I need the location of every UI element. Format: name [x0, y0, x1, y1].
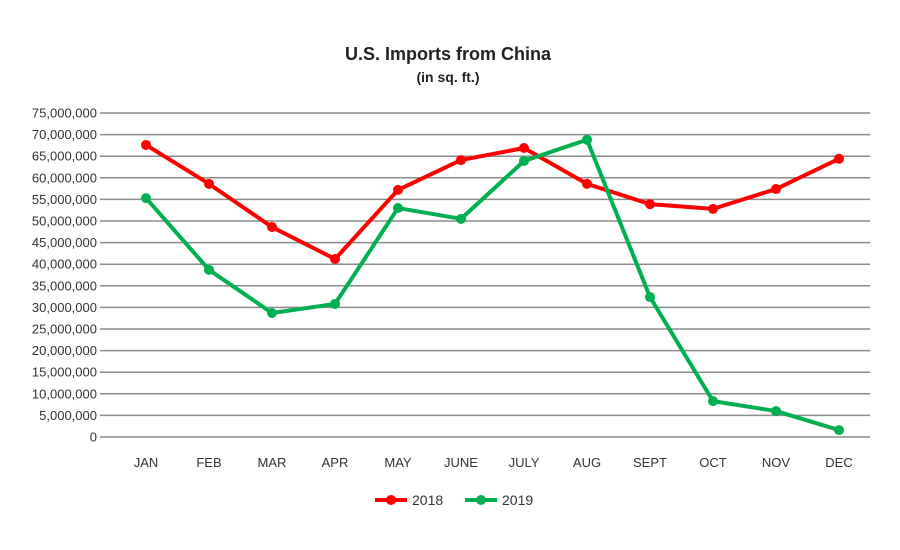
- data-point: [645, 292, 655, 303]
- data-point: [393, 203, 403, 214]
- x-tick-label: OCT: [699, 455, 727, 470]
- data-point: [645, 199, 655, 210]
- series-line: [144, 143, 840, 262]
- data-point: [708, 396, 718, 407]
- y-tick-label: 55,000,000: [32, 192, 97, 207]
- data-point: [771, 406, 781, 417]
- x-tick-label: APR: [322, 455, 349, 470]
- x-tick-label: SEPT: [633, 455, 667, 470]
- y-tick-label: 10,000,000: [32, 386, 97, 401]
- data-point: [393, 184, 403, 195]
- chart-title: U.S. Imports from China: [345, 44, 552, 64]
- x-tick-label: MAY: [384, 455, 412, 470]
- data-point: [708, 203, 718, 214]
- legend-label: 2019: [502, 492, 533, 508]
- data-point: [267, 222, 277, 233]
- data-point: [330, 254, 340, 265]
- legend-marker: [386, 495, 396, 505]
- y-tick-label: 20,000,000: [32, 343, 97, 358]
- y-tick-label: 35,000,000: [32, 278, 97, 293]
- data-point: [834, 425, 844, 436]
- data-point: [141, 193, 151, 204]
- y-tick-label: 5,000,000: [39, 408, 97, 423]
- x-tick-label: JUNE: [444, 455, 478, 470]
- y-tick-label: 40,000,000: [32, 257, 97, 272]
- legend-item-2018: 2018: [375, 492, 443, 508]
- y-tick-label: 25,000,000: [32, 322, 97, 337]
- legend-item-2019: 2019: [465, 492, 533, 508]
- legend-label: 2018: [412, 492, 443, 508]
- chart-subtitle: (in sq. ft.): [417, 69, 480, 85]
- y-tick-label: 75,000,000: [32, 106, 97, 121]
- x-tick-label: JULY: [509, 455, 540, 470]
- x-tick-label: AUG: [573, 455, 601, 470]
- y-tick-label: 65,000,000: [32, 149, 97, 164]
- y-tick-label: 0: [90, 430, 97, 445]
- series-line: [144, 137, 840, 433]
- data-point: [456, 155, 466, 166]
- data-point: [267, 308, 277, 319]
- x-tick-label: MAR: [258, 455, 287, 470]
- data-point: [834, 153, 844, 164]
- data-point: [204, 264, 214, 275]
- series-2018: [141, 139, 844, 265]
- y-tick-label: 45,000,000: [32, 235, 97, 250]
- x-tick-label: FEB: [196, 455, 221, 470]
- data-point: [330, 298, 340, 309]
- data-point: [771, 184, 781, 195]
- y-tick-label: 50,000,000: [32, 214, 97, 229]
- legend-marker: [476, 495, 486, 505]
- x-tick-label: JAN: [134, 455, 159, 470]
- data-point: [582, 134, 592, 145]
- y-tick-label: 15,000,000: [32, 365, 97, 380]
- data-point: [456, 213, 466, 224]
- data-point: [519, 155, 529, 166]
- data-point: [582, 178, 592, 189]
- y-tick-label: 70,000,000: [32, 127, 97, 142]
- data-point: [141, 139, 151, 150]
- y-tick-label: 30,000,000: [32, 300, 97, 315]
- y-tick-label: 60,000,000: [32, 170, 97, 185]
- data-point: [519, 142, 529, 153]
- x-tick-label: NOV: [762, 455, 791, 470]
- x-tick-label: DEC: [825, 455, 852, 470]
- series-2019: [141, 134, 844, 436]
- data-point: [204, 178, 214, 189]
